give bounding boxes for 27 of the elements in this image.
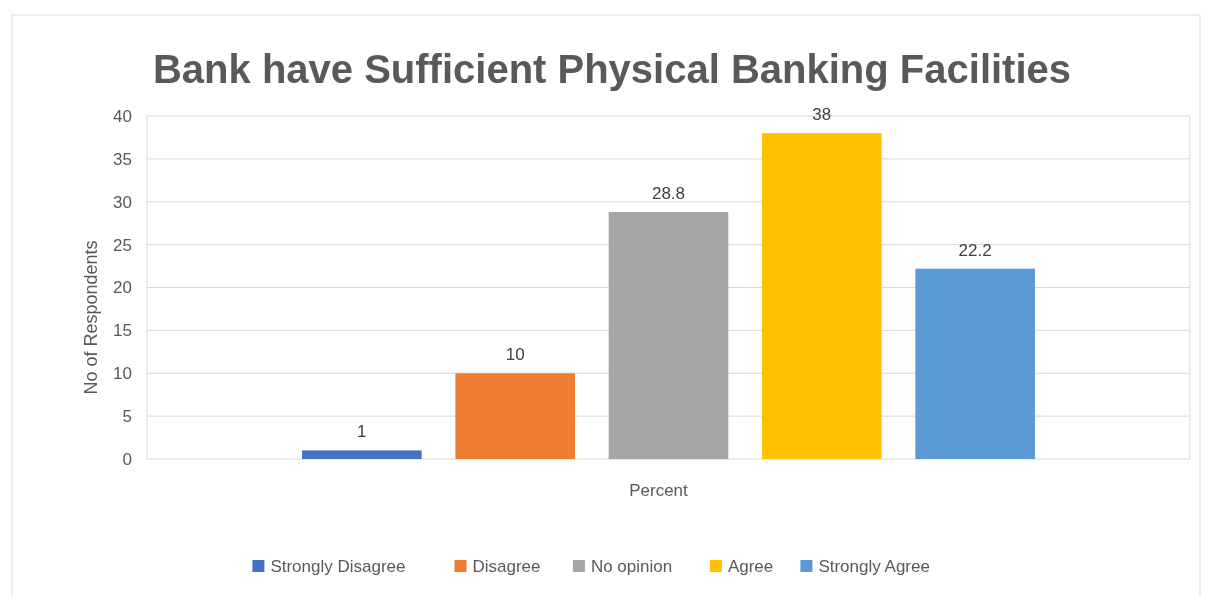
y-tick-label: 10 — [113, 364, 132, 384]
data-label: 1 — [357, 422, 367, 442]
y-tick-label: 20 — [113, 278, 132, 298]
legend-label: Disagree — [472, 556, 541, 576]
y-tick-label: 25 — [113, 235, 132, 255]
y-tick-label: 15 — [113, 321, 132, 341]
y-tick-label: 5 — [122, 407, 132, 427]
y-tick-label: 30 — [113, 192, 132, 212]
data-label: 22.2 — [958, 240, 992, 260]
bar — [915, 268, 1035, 459]
chart-title: Bank have Sufficient Physical Banking Facilities — [152, 47, 1072, 91]
y-tick-label: 35 — [113, 149, 132, 169]
data-label: 10 — [505, 345, 525, 365]
data-label: 28.8 — [651, 184, 686, 204]
bar — [302, 450, 422, 459]
bar — [608, 212, 729, 459]
data-label: 38 — [812, 105, 832, 125]
y-axis-title: No of Respondents — [81, 240, 101, 395]
bar — [455, 373, 575, 459]
legend-label: Agree — [727, 556, 774, 576]
legend-label: No opinion — [590, 556, 673, 576]
y-tick-label: 40 — [113, 106, 132, 126]
legend-label: Strongly Agree — [818, 556, 930, 576]
bar — [762, 133, 882, 459]
x-tick-label: Percent — [629, 481, 689, 500]
y-tick-label: 0 — [122, 449, 132, 469]
legend-label: Strongly Disagree — [270, 556, 406, 576]
